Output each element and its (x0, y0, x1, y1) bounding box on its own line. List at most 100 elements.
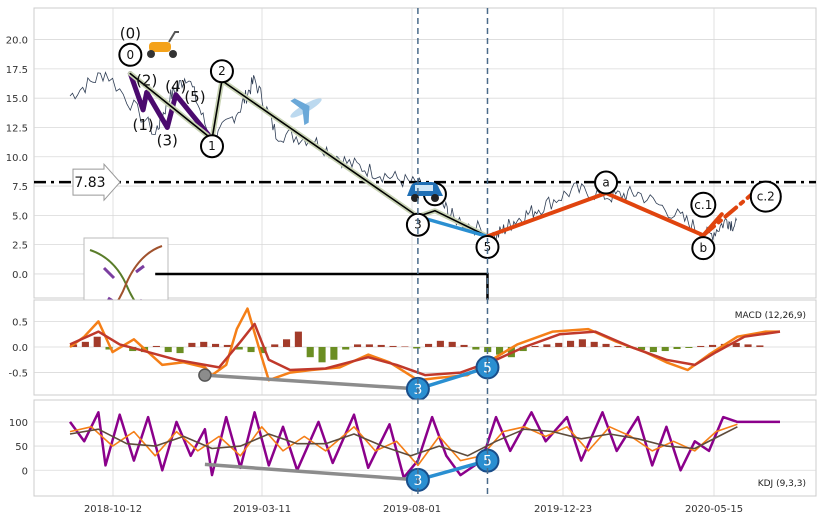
wave-label-circle (118, 42, 143, 67)
wave-label-circle (200, 134, 224, 159)
panel-macd: 0.50.0-0.535MACD (12,26,9) (8, 299, 817, 401)
scooter-body (149, 42, 171, 52)
series-k (69, 423, 738, 467)
macd-hist-bar (318, 346, 326, 363)
macd-hist-bar (709, 344, 717, 347)
wave-label: (3) (157, 131, 178, 149)
wave-label-circle (749, 180, 782, 213)
macd-hist-bar (543, 344, 551, 347)
macd-hist-bar (413, 346, 421, 349)
x-tick-label: 2019-08-01 (383, 504, 441, 515)
series-d (69, 426, 738, 457)
x-tick-label: 2018-10-12 (84, 504, 142, 515)
macd-hist-bar (697, 345, 705, 347)
macd-hist-bar (377, 344, 385, 347)
macd-hist-bar (578, 339, 586, 347)
wave-label: 3 (414, 218, 422, 232)
macd-hist-bar (425, 343, 433, 347)
y-tick-label: 0.5 (12, 317, 28, 328)
macd-hist-bar (105, 346, 113, 350)
y-tick-label: 15.0 (6, 94, 28, 105)
wave-label: c.1 (694, 198, 712, 212)
wave-label-circle (690, 191, 717, 218)
wave-label: (2) (136, 72, 157, 90)
y-tick-label: 17.5 (6, 65, 28, 76)
macd-hist-bar (235, 346, 243, 350)
wave-label: a (602, 176, 609, 190)
panel-label: KDJ (9,3,3) (758, 479, 806, 489)
x-tick-label: 2019-12-23 (534, 504, 592, 515)
macd-hist-bar (496, 346, 504, 355)
wave-label-circle (475, 234, 500, 259)
macd-hist-bar (306, 346, 314, 358)
series-dea (69, 322, 781, 377)
wave-label: 0 (127, 48, 135, 62)
car-wheel (431, 194, 439, 202)
macd-hist-bar (294, 331, 302, 347)
macd-hist-bar (661, 346, 669, 352)
y-tick-label: 0.0 (12, 270, 28, 281)
y-tick-label: 12.5 (6, 123, 28, 134)
macd-hist-bar (602, 343, 610, 347)
y-tick-label: 0.0 (12, 343, 28, 354)
macd-hist-bar (93, 336, 101, 347)
macd-hist-bar (330, 346, 338, 360)
wave-label: 1 (208, 139, 216, 153)
macd-hist-bar (247, 346, 255, 353)
airplane-wing (290, 98, 310, 126)
car-wheel (411, 194, 419, 202)
wave-label-circle (594, 170, 619, 195)
macd-hist-bar (555, 342, 563, 347)
macd-hist-bar (448, 341, 456, 347)
macd-hist-bar (685, 346, 693, 348)
scooter-wheel (147, 50, 155, 58)
macd-hist-bar (81, 341, 89, 347)
divergence-gray (204, 373, 419, 391)
wave-path (416, 214, 490, 239)
macd-hist-bar (354, 344, 362, 347)
macd-hist-bar (401, 346, 409, 347)
wave-label: (5) (184, 88, 205, 106)
x-tick-label: 2019-03-11 (233, 504, 291, 515)
wave-path (485, 191, 724, 239)
macd-hist-bar (223, 344, 231, 347)
divergence-dot (198, 368, 212, 382)
panel-label: MACD (12,26,9) (735, 311, 806, 321)
macd-hist-bar (212, 343, 220, 347)
macd-hist-bar (732, 342, 740, 347)
macd-hist-bar (744, 344, 752, 347)
x-tick-label: 2020-05-15 (685, 504, 743, 515)
macd-hist-bar (590, 341, 598, 347)
car-icon (407, 182, 443, 202)
wave-label: 2 (218, 64, 226, 78)
y-tick-label: 20.0 (6, 36, 28, 47)
y-tick-label: 7.5 (12, 182, 28, 193)
y-tick-label: 10.0 (6, 153, 28, 164)
wave-label: c.2 (757, 190, 775, 204)
macd-hist-bar (519, 346, 527, 352)
macd-hist-bar (259, 346, 267, 354)
y-tick-label: 50 (15, 442, 28, 453)
macd-hist-bar (164, 346, 172, 353)
level-label: 7.83 (74, 175, 105, 191)
y-tick-label: 100 (9, 418, 28, 429)
macd-hist-bar (200, 341, 208, 347)
macd-hist-bar (176, 346, 184, 354)
macd-hist-bar (365, 344, 373, 347)
macd-hist-bar (673, 346, 681, 350)
panel-price: 20.0 17.5 15.0 12.5 10.0 7.5 5.0 2.5 0.0 7.83 (0) (… (6, 7, 817, 332)
scooter-wheel (169, 50, 177, 58)
wave-label: (0) (120, 25, 141, 43)
scooter-handle (168, 31, 179, 43)
wave-label: b (700, 241, 708, 255)
level-arrow (72, 162, 121, 202)
macd-hist-bar (460, 344, 468, 347)
macd-hist-bar (389, 345, 397, 347)
wave-label-circle (691, 236, 716, 261)
macd-hist-bar (614, 345, 622, 347)
wave-label: (4) (165, 77, 186, 95)
wave-path (127, 71, 215, 142)
macd-hist-bar (436, 340, 444, 347)
macd-hist-bar (638, 346, 646, 351)
